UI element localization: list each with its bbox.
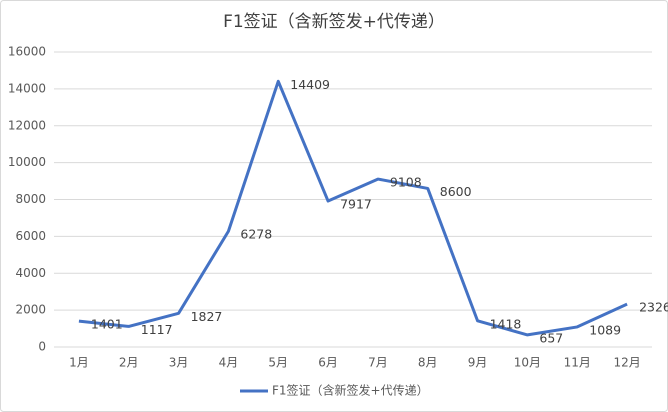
y-tick-label: 14000 xyxy=(8,81,46,95)
x-tick-label: 3月 xyxy=(169,356,189,370)
data-label: 8600 xyxy=(440,184,472,199)
x-tick-label: 8月 xyxy=(418,356,438,370)
y-tick-label: 8000 xyxy=(15,192,46,206)
data-label: 657 xyxy=(539,330,563,345)
legend-label: F1签证（含新签发+代传递） xyxy=(272,383,429,398)
data-label: 1089 xyxy=(589,322,621,337)
series-line xyxy=(78,79,628,337)
y-tick-label: 12000 xyxy=(8,118,46,132)
data-label: 2326 xyxy=(639,300,668,315)
x-tick-label: 4月 xyxy=(219,356,239,370)
x-tick-label: 12月 xyxy=(613,356,640,370)
y-tick-label: 16000 xyxy=(8,45,46,59)
x-tick-label: 1月 xyxy=(69,356,89,370)
x-tick-label: 2月 xyxy=(119,356,139,370)
y-tick-label: 2000 xyxy=(15,303,46,317)
data-label: 1401 xyxy=(91,317,123,332)
data-label: 7917 xyxy=(340,197,372,212)
data-label: 9108 xyxy=(390,175,422,190)
y-tick-label: 4000 xyxy=(15,266,46,280)
x-tick-label: 9月 xyxy=(468,356,488,370)
data-label: 14409 xyxy=(290,77,330,92)
y-tick-label: 10000 xyxy=(8,155,46,169)
chart-title: F1签证（含新签发+代传递） xyxy=(223,12,445,32)
data-label: 1827 xyxy=(191,309,223,324)
y-tick-label: 0 xyxy=(38,340,46,354)
x-tick-label: 10月 xyxy=(514,356,541,370)
data-label: 1418 xyxy=(490,316,522,331)
data-label: 1117 xyxy=(141,322,173,337)
x-tick-label: 5月 xyxy=(268,356,288,370)
y-tick-label: 6000 xyxy=(15,229,46,243)
x-tick-label: 7月 xyxy=(368,356,388,370)
x-tick-label: 6月 xyxy=(318,356,338,370)
x-tick-label: 11月 xyxy=(564,356,591,370)
data-label: 6278 xyxy=(240,227,272,242)
